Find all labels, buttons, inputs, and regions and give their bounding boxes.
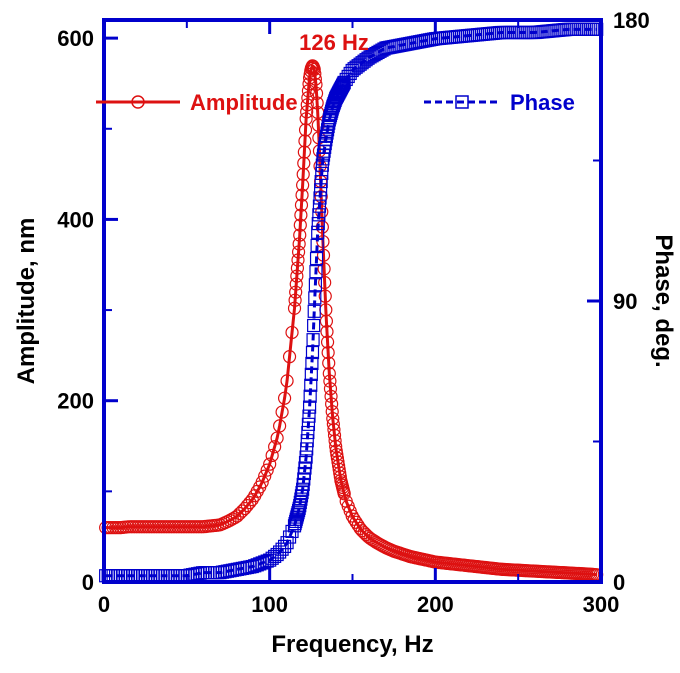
x-tick-label: 300 [583,592,620,617]
amplitude-point [233,506,247,521]
legend-phase-marker [455,95,469,109]
y2-tick-label: 90 [613,289,637,314]
peak-annotation: 126 Hz [299,30,369,55]
y2-tick-label: 180 [613,8,650,33]
phase-line [105,27,597,578]
legend-phase: Phase [424,90,575,115]
amplitude-series [99,59,604,582]
legend-phase-label: Phase [510,90,575,115]
x-axis-title: Frequency, Hz [271,631,433,658]
amplitude-point [260,463,274,477]
amplitude-point [345,509,359,523]
y2-tick-label: 0 [613,570,625,595]
amplitude-point [258,469,272,483]
amplitude-point [228,511,242,525]
y-tick-label: 0 [82,570,94,595]
legend-amplitude-label: Amplitude [190,90,298,115]
phase-point [309,251,324,266]
amplitude-point [243,495,257,510]
phase-point [277,539,292,554]
x-tick-label: 100 [251,592,288,617]
phase-point [312,199,327,213]
phase-point [307,318,321,333]
phase-point [270,547,284,562]
y-tick-label: 400 [57,207,94,232]
y-axis-title: Amplitude, nm [13,218,40,385]
amplitude-point [263,457,277,471]
amplitude-point [268,440,282,454]
phase-point [299,450,313,464]
y2-axis-title: Phase, deg. [650,234,677,367]
amplitude-point [265,448,279,463]
y-tick-label: 200 [57,389,94,414]
phase-point [268,549,282,564]
amplitude-point [230,509,244,523]
legend-amplitude: Amplitude [96,90,298,115]
amplitude-line [105,63,597,577]
phase-point [301,417,316,431]
x-tick-label: 0 [98,592,110,617]
phase-point [312,208,326,222]
x-tick-label: 200 [417,592,454,617]
amplitude-point [255,475,269,489]
phase-point [315,166,329,180]
phase-point [309,265,323,279]
y-tick-label: 600 [57,26,94,51]
legend-amplitude-marker [131,95,145,109]
